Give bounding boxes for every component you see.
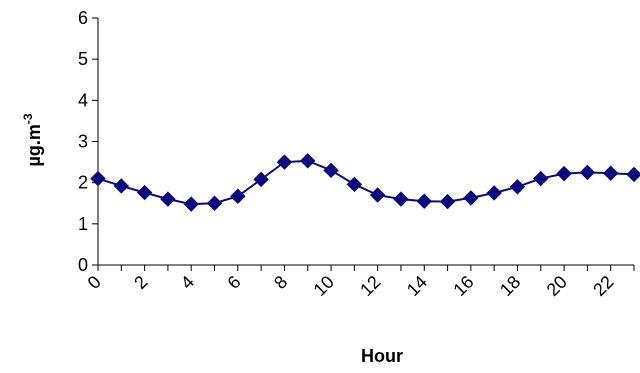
data-point <box>463 190 479 206</box>
data-point <box>439 193 456 210</box>
data-point <box>626 166 640 183</box>
y-tick-label: 2 <box>78 173 88 193</box>
y-tick-label: 6 <box>78 8 88 28</box>
x-tick-label: 2 <box>130 272 151 293</box>
x-axis: 0 2 4 6 8 10 12 14 16 18 20 22 <box>84 264 635 300</box>
x-tick-label: 20 <box>543 272 571 300</box>
data-point <box>136 184 153 201</box>
y-tick-label: 4 <box>78 90 88 110</box>
x-tick-label: 12 <box>356 272 384 300</box>
data-point <box>90 170 106 187</box>
data-point <box>160 191 176 207</box>
data-point <box>276 154 293 170</box>
data-point <box>230 188 246 204</box>
data-point <box>579 164 596 181</box>
x-tick-label: 10 <box>310 272 338 300</box>
x-tick-label: 22 <box>589 272 617 300</box>
data-point <box>323 162 339 179</box>
y-axis-title-superscript: -3 <box>21 113 35 124</box>
y-axis-title: µg.m-3 <box>21 113 44 166</box>
x-tick-label: 4 <box>177 272 198 293</box>
x-tick-label: 0 <box>84 272 105 293</box>
data-point <box>509 179 526 195</box>
data-point <box>113 178 130 194</box>
y-axis-title-base: µg.m <box>24 124 44 166</box>
series-line <box>97 159 635 206</box>
data-point <box>393 191 409 207</box>
data-point <box>486 185 502 201</box>
y-tick-label: 3 <box>78 132 88 152</box>
data-point <box>533 170 549 187</box>
x-tick-label: 18 <box>496 272 524 300</box>
y-tick-label: 0 <box>78 255 88 275</box>
x-tick-label: 16 <box>449 272 477 300</box>
data-point <box>183 196 199 212</box>
data-point <box>602 165 619 181</box>
y-tick-label: 5 <box>78 49 88 69</box>
data-point <box>556 165 572 182</box>
x-axis-title: Hour <box>361 346 403 366</box>
data-point <box>253 171 269 188</box>
y-axis: 0 1 2 3 4 5 6 <box>78 8 99 275</box>
data-point <box>369 187 386 203</box>
y-tick-label: 1 <box>78 214 88 234</box>
x-tick-label: 8 <box>270 272 291 293</box>
series-layer <box>90 153 640 212</box>
data-point <box>416 193 432 209</box>
x-tick-label: 14 <box>403 272 431 300</box>
data-point <box>300 153 316 169</box>
data-point <box>346 176 363 193</box>
data-point <box>206 195 223 211</box>
x-tick-label: 6 <box>223 272 244 293</box>
